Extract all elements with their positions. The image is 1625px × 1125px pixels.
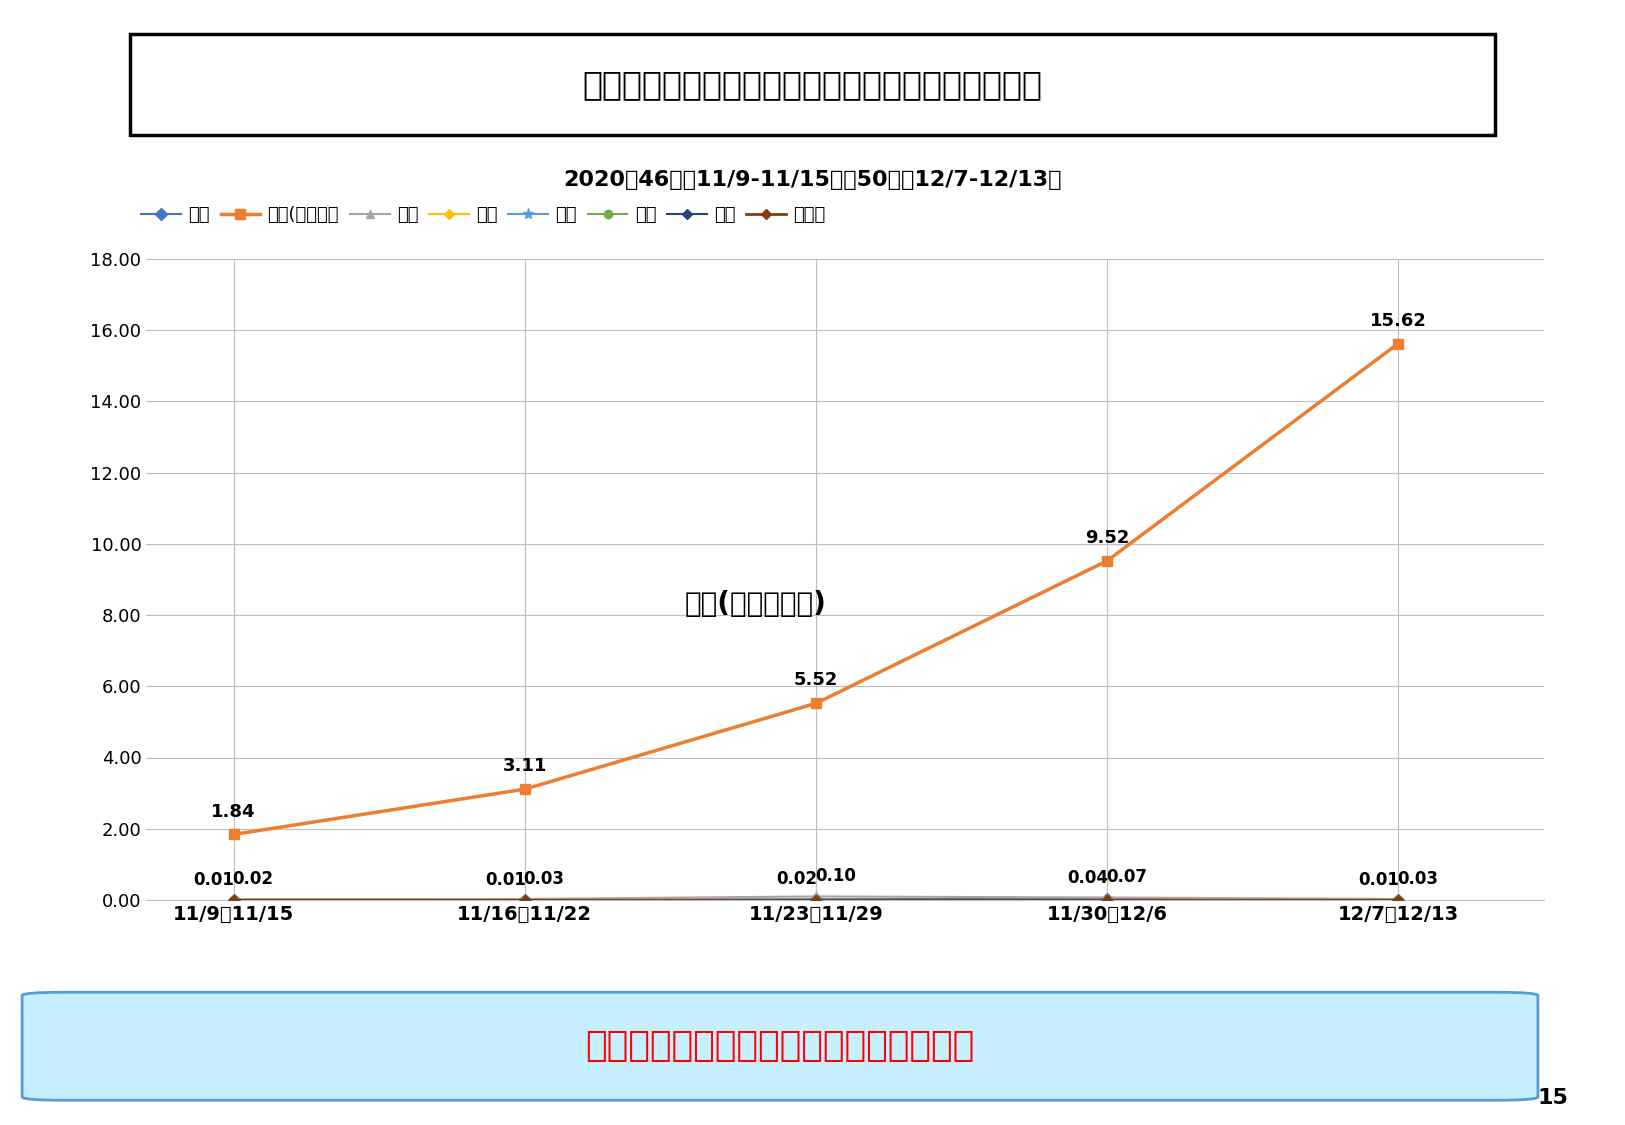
- 奈良: [1097, 893, 1116, 907]
- 全国(前年度）: [1097, 555, 1116, 568]
- 和歌山: [224, 893, 244, 907]
- Text: 全国(前年度同期): 全国(前年度同期): [684, 591, 827, 619]
- 兵庫: [515, 893, 535, 907]
- 奈良: [224, 893, 244, 907]
- Text: 0.01: 0.01: [193, 871, 234, 889]
- 奈良: [1388, 893, 1407, 907]
- Line: 兵庫: 兵庫: [229, 896, 1402, 904]
- 大阪: [1097, 893, 1116, 907]
- Line: 京都: 京都: [231, 897, 1402, 903]
- 京都: [1097, 893, 1116, 907]
- Text: 15: 15: [1537, 1088, 1568, 1108]
- Text: 0.02: 0.02: [232, 870, 273, 888]
- 和歌山: [1097, 893, 1116, 907]
- Text: 関西２府４県におけるインフルエンザの感染報告数: 関西２府４県におけるインフルエンザの感染報告数: [582, 68, 1043, 101]
- Text: 0.01: 0.01: [484, 871, 526, 889]
- 兵庫: [224, 893, 244, 907]
- Legend: 全国, 全国(前年度）, 滋賀, 京都, 大阪, 兵庫, 奈良, 和歌山: 全国, 全国(前年度）, 滋賀, 京都, 大阪, 兵庫, 奈良, 和歌山: [141, 206, 826, 224]
- Text: 15.62: 15.62: [1370, 312, 1427, 330]
- Line: 全国(前年度）: 全国(前年度）: [229, 339, 1402, 839]
- Text: 1.84: 1.84: [211, 802, 255, 820]
- FancyBboxPatch shape: [130, 34, 1495, 135]
- 全国(前年度）: [515, 783, 535, 796]
- Text: 3.11: 3.11: [502, 757, 548, 775]
- 京都: [515, 893, 535, 907]
- 兵庫: [806, 893, 826, 907]
- Line: 全国: 全国: [229, 894, 1402, 903]
- 全国(前年度）: [806, 696, 826, 710]
- Text: 今年のインフルエンザ感染は極めて低調: 今年のインフルエンザ感染は極めて低調: [585, 1029, 975, 1063]
- 奈良: [515, 893, 535, 907]
- 奈良: [806, 893, 826, 907]
- 京都: [224, 893, 244, 907]
- 大阪: [1388, 893, 1407, 907]
- 京都: [806, 893, 826, 907]
- 滋賀: [1388, 892, 1407, 906]
- 滋賀: [806, 890, 826, 903]
- 兵庫: [1388, 893, 1407, 907]
- 全国: [806, 892, 826, 906]
- Line: 大阪: 大阪: [228, 894, 1404, 906]
- 和歌山: [1388, 893, 1407, 907]
- 和歌山: [806, 893, 826, 907]
- 全国: [1097, 892, 1116, 906]
- Text: 2020年46週（11/9-11/15）～50週（12/7-12/13）: 2020年46週（11/9-11/15）～50週（12/7-12/13）: [564, 170, 1061, 190]
- Text: 0.03: 0.03: [1398, 870, 1438, 888]
- 全国: [1388, 893, 1407, 907]
- Text: 0.03: 0.03: [523, 870, 564, 888]
- Text: 0.01: 0.01: [1358, 871, 1399, 889]
- Line: 滋賀: 滋賀: [229, 892, 1402, 903]
- Text: 0.04: 0.04: [1068, 870, 1108, 888]
- 兵庫: [1097, 893, 1116, 907]
- 和歌山: [515, 893, 535, 907]
- 大阪: [224, 893, 244, 907]
- Text: 9.52: 9.52: [1086, 529, 1129, 547]
- Text: 0.10: 0.10: [814, 867, 856, 885]
- 京都: [1388, 893, 1407, 907]
- Line: 奈良: 奈良: [231, 897, 1402, 903]
- Text: 0.02: 0.02: [777, 870, 817, 888]
- Text: 5.52: 5.52: [793, 672, 838, 690]
- Text: 0.07: 0.07: [1107, 868, 1147, 886]
- 全国: [224, 893, 244, 907]
- 大阪: [806, 893, 826, 907]
- 全国: [515, 893, 535, 907]
- FancyBboxPatch shape: [23, 992, 1537, 1100]
- 滋賀: [224, 892, 244, 906]
- 大阪: [515, 893, 535, 907]
- 滋賀: [1097, 891, 1116, 904]
- 滋賀: [515, 892, 535, 906]
- 全国(前年度）: [224, 828, 244, 842]
- Line: 和歌山: 和歌山: [231, 897, 1402, 903]
- 全国(前年度）: [1388, 336, 1407, 350]
